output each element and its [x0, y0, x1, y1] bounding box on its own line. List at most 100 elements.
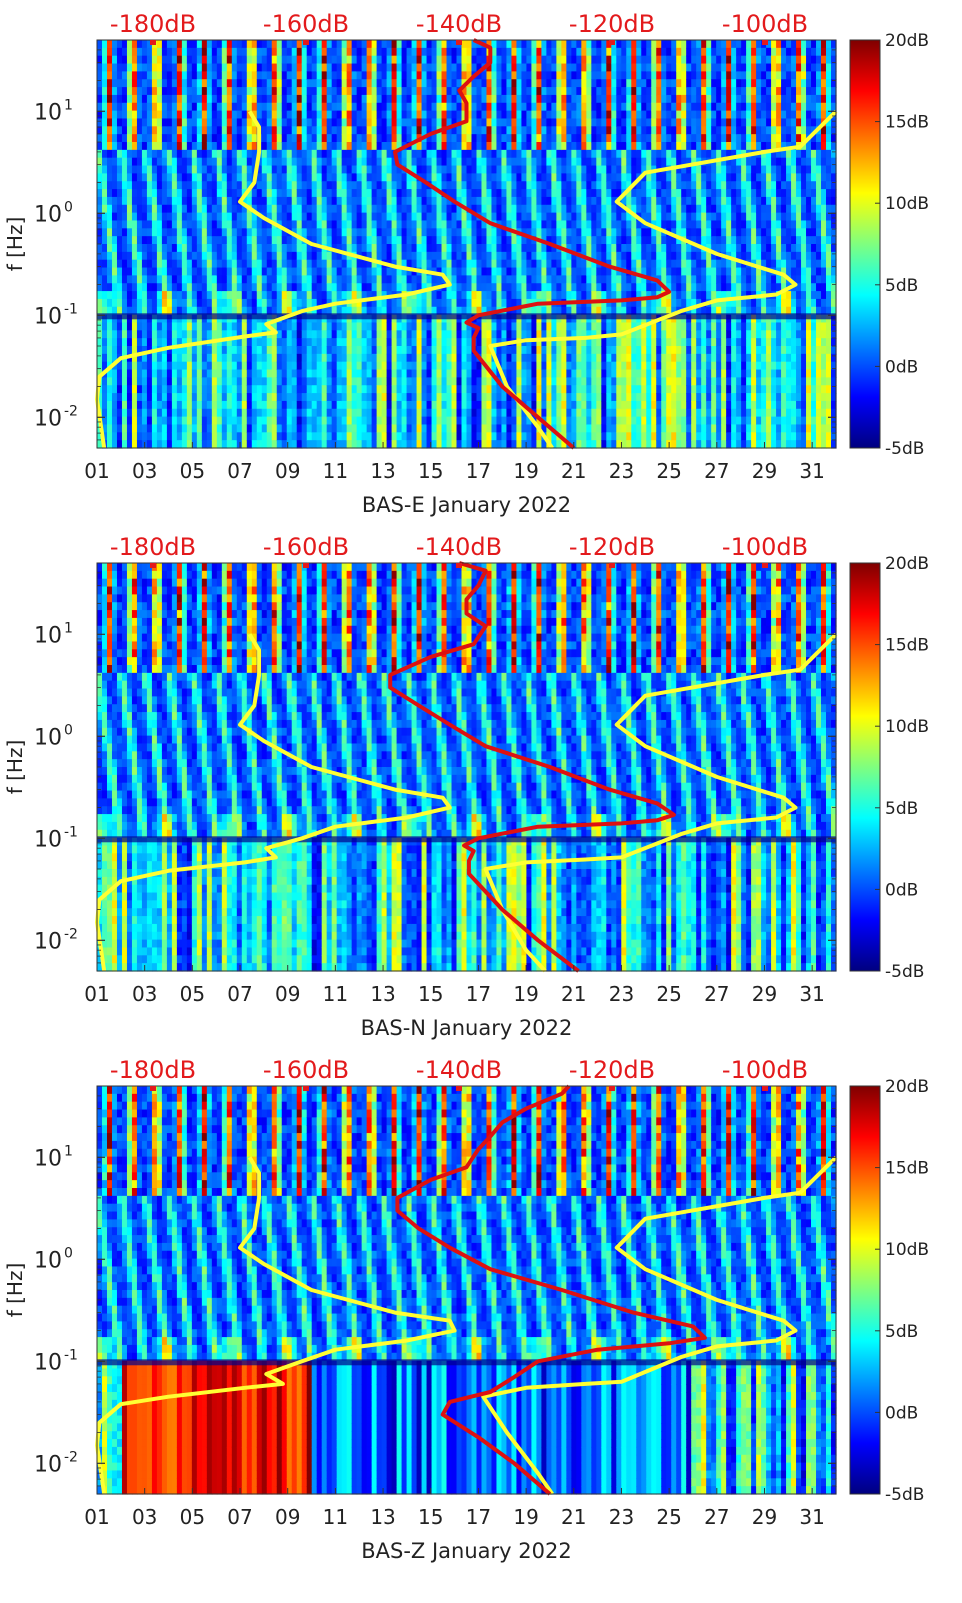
x-tick-label: 25: [656, 982, 681, 1006]
y-tick-exponent: -1: [64, 824, 78, 840]
top-axis-label: -180dB: [110, 533, 196, 561]
x-tick-label: 29: [752, 459, 777, 483]
x-tick-label: 13: [370, 459, 395, 483]
top-axis-label: -180dB: [110, 1056, 196, 1084]
x-tick-label: 31: [799, 982, 824, 1006]
colorbar-label: 5dB: [885, 276, 918, 296]
top-axis-label: -160dB: [263, 533, 349, 561]
y-tick-exponent: 0: [64, 1245, 73, 1261]
x-tick-label: 21: [561, 459, 586, 483]
colorbar-label: 0dB: [885, 1403, 918, 1423]
x-tick-label: 29: [752, 982, 777, 1006]
colorbar-label: 5dB: [885, 799, 918, 819]
top-axis-label: -140dB: [416, 10, 502, 38]
x-tick-label: 11: [323, 1505, 348, 1529]
top-axis-label: -120dB: [569, 1056, 655, 1084]
y-tick-label: 10: [34, 1248, 62, 1273]
x-axis-label: BAS-N January 2022: [361, 1016, 573, 1040]
x-tick-label: 03: [132, 982, 157, 1006]
x-tick-label: 17: [466, 1505, 491, 1529]
x-tick-label: 19: [513, 982, 538, 1006]
colorbar-label: 10dB: [885, 717, 929, 737]
x-tick-label: 01: [84, 459, 109, 483]
y-tick-label: 10: [34, 1452, 62, 1477]
x-tick-label: 25: [656, 459, 681, 483]
x-tick-label: 11: [323, 982, 348, 1006]
top-axis-label: -180dB: [110, 10, 196, 38]
y-tick-exponent: 1: [64, 97, 73, 113]
spectrogram-heatmap: [97, 1086, 837, 1495]
spectrogram-heatmap: [97, 563, 837, 972]
y-tick-exponent: -2: [64, 926, 78, 942]
colorbar-label: 15dB: [885, 636, 929, 656]
x-tick-label: 09: [275, 1505, 300, 1529]
x-axis-label: BAS-Z January 2022: [361, 1539, 571, 1563]
colorbar-label: 0dB: [885, 880, 918, 900]
x-tick-label: 13: [370, 982, 395, 1006]
y-axis-label: f [Hz]: [3, 217, 27, 272]
x-tick-label: 09: [275, 459, 300, 483]
x-tick-label: 17: [466, 982, 491, 1006]
y-tick-label: 10: [34, 304, 62, 329]
top-axis-label: -120dB: [569, 533, 655, 561]
colorbar-label: 0dB: [885, 357, 918, 377]
colorbar-label: 15dB: [885, 1159, 929, 1179]
y-axis-label: f [Hz]: [3, 1263, 27, 1318]
colorbar-label: -5dB: [885, 439, 924, 459]
y-tick-label: 10: [34, 406, 62, 431]
x-tick-label: 27: [704, 982, 729, 1006]
x-tick-label: 05: [180, 982, 205, 1006]
x-tick-label: 27: [704, 459, 729, 483]
top-axis-label: -140dB: [416, 533, 502, 561]
x-tick-label: 07: [227, 459, 252, 483]
x-tick-label: 07: [227, 982, 252, 1006]
x-tick-label: 23: [609, 982, 634, 1006]
colorbar-label: 20dB: [885, 554, 929, 574]
y-tick-label: 10: [34, 1146, 62, 1171]
x-tick-label: 25: [656, 1505, 681, 1529]
x-tick-label: 09: [275, 982, 300, 1006]
x-axis-label: BAS-E January 2022: [362, 493, 571, 517]
x-tick-label: 31: [799, 459, 824, 483]
x-tick-label: 27: [704, 1505, 729, 1529]
y-tick-label: 10: [34, 100, 62, 125]
colorbar-label: -5dB: [885, 1485, 924, 1505]
top-axis-label: -100dB: [722, 1056, 808, 1084]
x-tick-label: 31: [799, 1505, 824, 1529]
y-tick-exponent: 1: [64, 1143, 73, 1159]
y-tick-label: 10: [34, 929, 62, 954]
y-tick-exponent: -1: [64, 1347, 78, 1363]
x-tick-label: 11: [323, 459, 348, 483]
y-tick-label: 10: [34, 202, 62, 227]
colorbar-label: 5dB: [885, 1322, 918, 1342]
x-tick-label: 21: [561, 982, 586, 1006]
x-tick-label: 01: [84, 982, 109, 1006]
y-tick-exponent: -2: [64, 403, 78, 419]
y-tick-exponent: 0: [64, 722, 73, 738]
x-tick-label: 03: [132, 1505, 157, 1529]
x-tick-label: 13: [370, 1505, 395, 1529]
x-tick-label: 19: [513, 459, 538, 483]
y-tick-label: 10: [34, 725, 62, 750]
x-tick-label: 23: [609, 1505, 634, 1529]
top-axis-label: -100dB: [722, 533, 808, 561]
x-tick-label: 17: [466, 459, 491, 483]
x-tick-label: 15: [418, 459, 443, 483]
y-tick-label: 10: [34, 623, 62, 648]
y-tick-exponent: 0: [64, 199, 73, 215]
y-tick-label: 10: [34, 1350, 62, 1375]
colorbar-label: 10dB: [885, 1240, 929, 1260]
x-tick-label: 23: [609, 459, 634, 483]
x-tick-label: 15: [418, 982, 443, 1006]
top-axis-label: -140dB: [416, 1056, 502, 1084]
colorbar-label: 15dB: [885, 113, 929, 133]
top-axis-label: -160dB: [263, 10, 349, 38]
top-axis-label: -100dB: [722, 10, 808, 38]
x-tick-label: 07: [227, 1505, 252, 1529]
